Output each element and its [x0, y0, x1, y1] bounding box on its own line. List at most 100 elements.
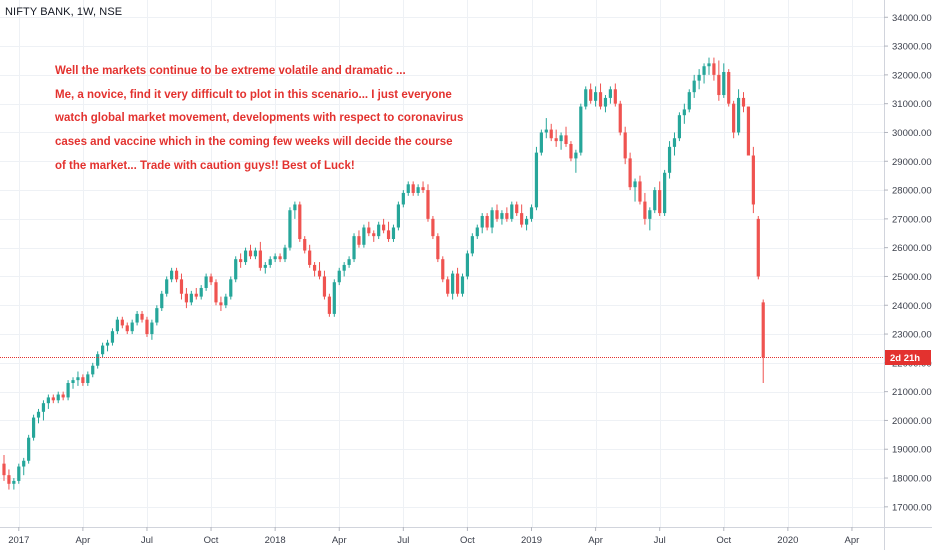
time-axis[interactable]: 2017 Apr Jul Oct 2018 Apr Jul Oct 2019 Apr Jul Oct 2… [8, 527, 859, 546]
candle-body [382, 225, 385, 231]
candle-body [402, 193, 405, 205]
time-axis-label: Apr [332, 535, 347, 546]
candle-body [111, 331, 114, 343]
candle-body [200, 288, 203, 297]
candle-body [742, 98, 745, 107]
candle-body [481, 216, 484, 228]
candle-body [96, 354, 99, 366]
price-axis-label: 27000.00 [892, 214, 932, 225]
candle-body [500, 213, 503, 219]
candle-body [392, 228, 395, 240]
candle-body [648, 210, 651, 219]
price-axis-label: 29000.00 [892, 157, 932, 168]
candle-body [461, 276, 464, 293]
candle-body [249, 251, 252, 257]
candle-body [12, 481, 15, 484]
candle-body [673, 138, 676, 147]
price-axis-label: 30000.00 [892, 128, 932, 139]
time-axis-label: Oct [460, 535, 475, 546]
candle-body [486, 216, 489, 228]
candle-body [37, 412, 40, 418]
candle-body [318, 271, 321, 277]
candle-body [732, 104, 735, 133]
candle-body [150, 323, 153, 335]
candle-body [214, 282, 217, 302]
candle-body [116, 320, 119, 332]
candle-body [254, 251, 257, 257]
price-axis[interactable]: 17000.00 18000.00 19000.00 20000.00 21000.00… [884, 13, 932, 514]
candle-body [495, 210, 498, 219]
candle-body [564, 135, 567, 144]
annotation-line: cases and vaccine which in the coming fe… [55, 131, 525, 155]
candle-body [17, 467, 20, 481]
candle-body [555, 138, 558, 141]
candle-body [594, 92, 597, 101]
price-axis-label: 33000.00 [892, 42, 932, 53]
candle-body [205, 276, 208, 288]
candle-body [185, 294, 188, 303]
candle-body [688, 92, 691, 109]
price-axis-label: 28000.00 [892, 186, 932, 197]
candle-body [259, 251, 262, 268]
candle-body [505, 213, 508, 219]
candle-body [668, 147, 671, 173]
candle-body [47, 397, 50, 403]
time-axis-label: 2019 [521, 535, 542, 546]
candle-body [663, 173, 666, 213]
last-price-tag: 2d 21h [885, 350, 931, 365]
candle-body [136, 314, 139, 323]
candle-body [407, 184, 410, 193]
candle-body [86, 374, 89, 383]
candle-body [683, 109, 686, 115]
candle-body [446, 279, 449, 293]
time-axis-label: Apr [845, 535, 860, 546]
candle-body [357, 236, 360, 245]
candle-body [195, 294, 198, 297]
candle-body [352, 236, 355, 259]
candle-body [574, 153, 577, 159]
candle-body [707, 63, 710, 66]
candle-body [308, 251, 311, 265]
candle-body [535, 153, 538, 208]
candle-body [727, 72, 730, 104]
candle-body [52, 397, 55, 400]
candle-body [520, 213, 523, 225]
candle-body [584, 89, 587, 106]
candle-body [436, 236, 439, 259]
candle-body [717, 75, 720, 95]
candle-body [752, 156, 755, 205]
candle-body [57, 395, 60, 401]
candle-body [121, 320, 124, 326]
candle-body [303, 239, 306, 251]
candle-body [313, 265, 316, 271]
time-axis-label: Apr [588, 535, 603, 546]
candle-body [451, 274, 454, 294]
price-axis-label: 31000.00 [892, 99, 932, 110]
candle-body [81, 377, 84, 383]
candle-body [293, 204, 296, 210]
time-axis-label: Jul [397, 535, 409, 546]
candle-body [510, 204, 513, 218]
candle-body [229, 279, 232, 296]
candle-body [490, 210, 493, 227]
candle-body [264, 265, 267, 268]
candle-body [476, 228, 479, 237]
candle-body [426, 190, 429, 219]
text-annotation[interactable]: Well the markets continue to be extreme … [55, 60, 525, 179]
candle-body [456, 274, 459, 294]
price-axis-label: 32000.00 [892, 70, 932, 81]
time-axis-label: 2017 [8, 535, 29, 546]
symbol-title: NIFTY BANK, 1W, NSE [5, 6, 122, 18]
candle-body [614, 89, 617, 103]
time-axis-label: 2020 [777, 535, 798, 546]
candle-body [722, 72, 725, 95]
candle-body [131, 323, 134, 332]
candle-body [175, 271, 178, 280]
candle-body [62, 395, 65, 398]
candle-body [66, 383, 69, 397]
candle-body [101, 346, 104, 355]
candle-body [7, 475, 10, 484]
candle-body [234, 259, 237, 279]
candle-body [42, 403, 45, 412]
candle-body [397, 204, 400, 227]
